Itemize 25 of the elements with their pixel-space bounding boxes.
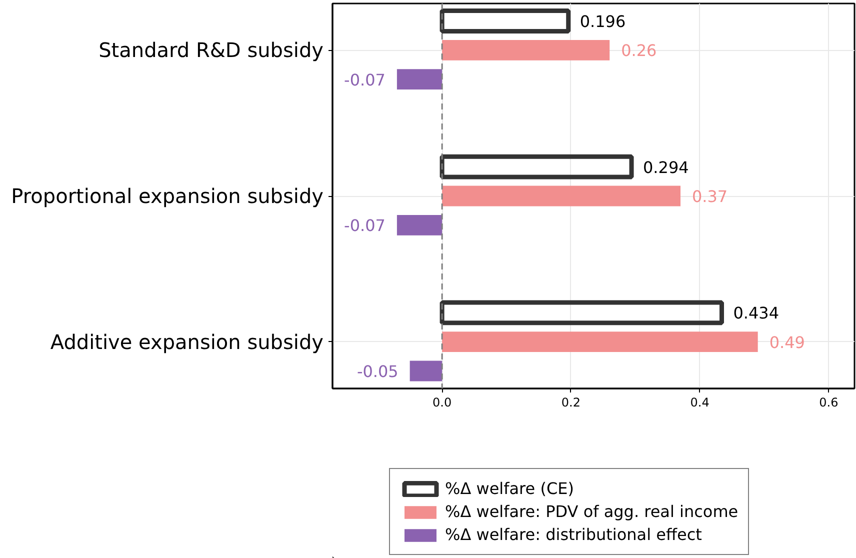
x-tick-label: 0.0	[432, 396, 452, 410]
data-label: -0.07	[344, 70, 386, 90]
bar	[410, 360, 442, 382]
bar	[442, 332, 758, 352]
data-label: 0.196	[580, 12, 626, 31]
y-tick-label: Proportional expansion subsidy	[11, 184, 324, 208]
data-label: 0.434	[733, 304, 780, 323]
legend-label: %Δ welfare: PDV of agg. real income	[445, 502, 738, 521]
y-tick-label: Standard R&D subsidy	[98, 38, 324, 62]
data-label: -0.07	[344, 216, 386, 236]
data-label: 0.49	[769, 332, 805, 352]
bar	[396, 69, 442, 90]
legend-label: %Δ welfare (CE)	[445, 479, 574, 498]
data-label: -0.05	[356, 362, 398, 381]
legend-label: %Δ welfare: distributional effect	[445, 525, 702, 544]
data-label: 0.37	[692, 187, 728, 206]
data-label: 0.26	[621, 41, 657, 60]
bar	[396, 214, 442, 236]
data-label: 0.294	[643, 158, 689, 177]
bar	[442, 40, 610, 60]
x-tick-label: 0.6	[819, 396, 838, 410]
y-tick-label: Additive expansion subsidy	[50, 330, 324, 354]
x-tick-label: 0.2	[561, 396, 580, 410]
x-tick-label: 0.4	[690, 396, 710, 410]
bar	[442, 186, 680, 206]
